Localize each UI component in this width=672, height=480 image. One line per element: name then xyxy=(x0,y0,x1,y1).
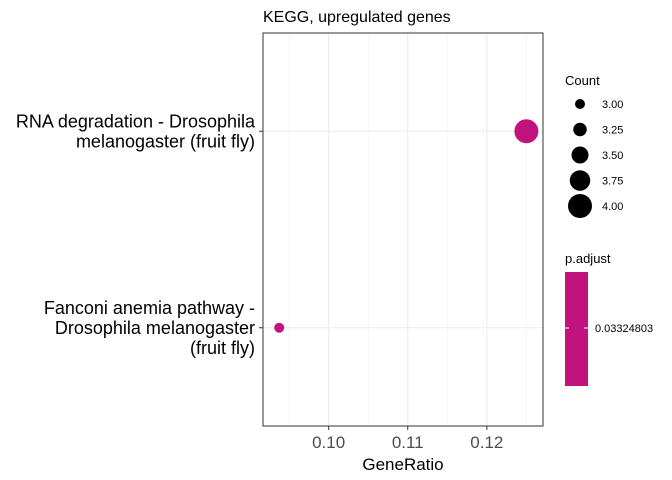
count-legend-label: 3.00 xyxy=(602,99,623,111)
y-category-label: Fanconi anemia pathway -Drosophila melan… xyxy=(44,298,255,358)
grid-layer xyxy=(263,33,543,426)
count-legend-key xyxy=(573,122,587,137)
chart-title: KEGG, upregulated genes xyxy=(263,9,451,26)
points-layer xyxy=(274,119,539,333)
count-legend-label: 4.00 xyxy=(602,201,623,213)
count-legend-key xyxy=(575,99,585,109)
x-tick-label: 0.10 xyxy=(312,433,345,452)
count-legend-label: 3.25 xyxy=(602,125,623,137)
count-legend-label: 3.75 xyxy=(602,176,623,188)
y-axis: RNA degradation - Drosophila melanogaster… xyxy=(16,111,263,358)
count-legend-title: Count xyxy=(565,73,600,88)
x-axis: 0.10 0.11 0.12 xyxy=(312,426,503,452)
x-tick-label: 0.12 xyxy=(470,433,503,452)
data-point xyxy=(514,119,539,144)
count-legend-label: 3.50 xyxy=(602,150,623,162)
count-legend: Count 3.00 3.25 3.50 3.75 4.00 xyxy=(565,73,623,218)
data-point xyxy=(274,322,285,333)
p-adjust-legend-title: p.adjust xyxy=(565,251,611,266)
p-adjust-colorbar xyxy=(565,272,588,386)
p-adjust-legend: p.adjust 0.03324803 xyxy=(565,251,653,386)
count-legend-key xyxy=(571,146,589,164)
x-axis-title: GeneRatio xyxy=(362,455,443,474)
p-adjust-legend-label: 0.03324803 xyxy=(595,323,653,335)
plot-panel-border xyxy=(262,32,544,427)
count-legend-key xyxy=(569,170,591,191)
y-category-label: RNA degradation - Drosophila melanogaster… xyxy=(16,111,256,151)
count-legend-key xyxy=(568,194,592,218)
x-tick-label: 0.11 xyxy=(392,433,424,452)
